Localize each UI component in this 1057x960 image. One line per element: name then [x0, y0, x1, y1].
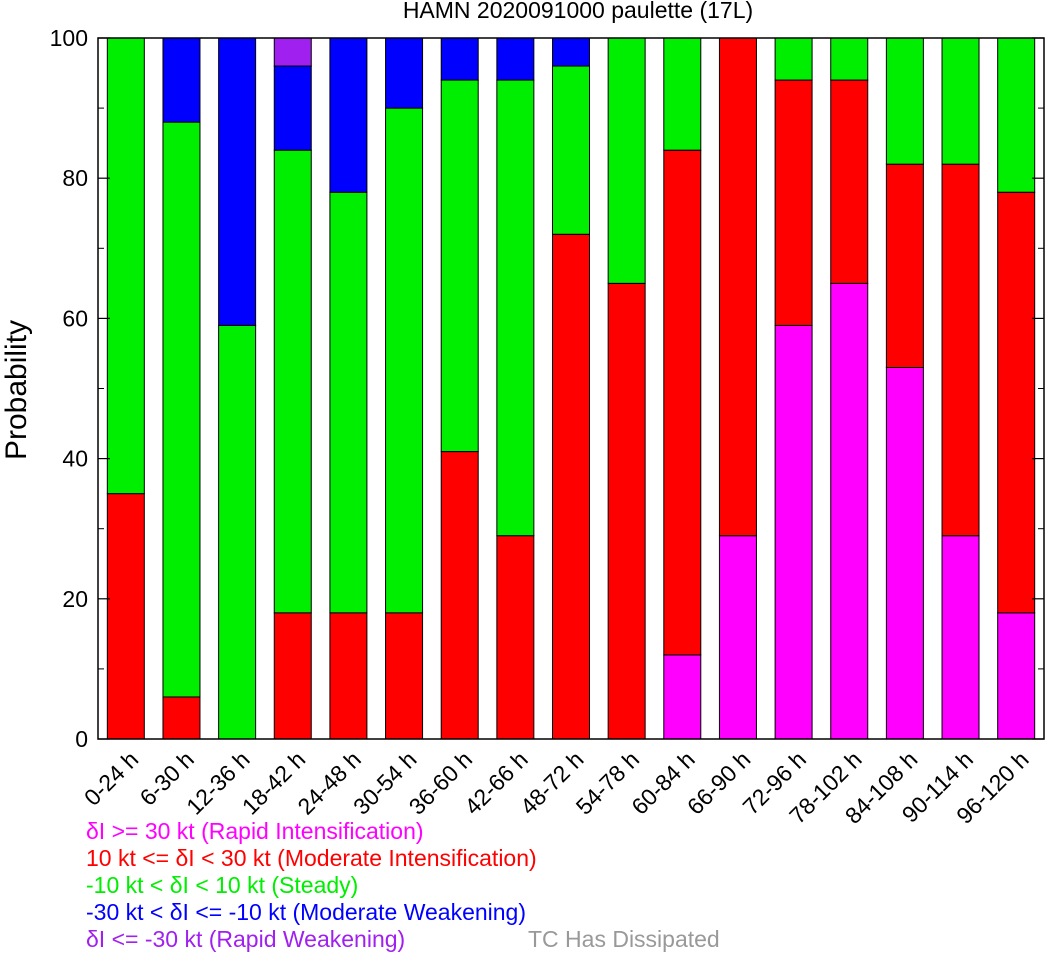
bar-segment-6-30h-series-2	[162, 121, 201, 698]
bar-segment-54-78h-series-2	[607, 37, 646, 284]
x-tick-label: 0-24 h	[79, 746, 144, 811]
bar-segment-78-102h-series-1	[830, 79, 869, 284]
bar-segment-48-72h-series-1	[552, 233, 590, 740]
bar-segment-30-54h-series-3	[385, 37, 424, 109]
bar-segment-54-78h-series-1	[607, 282, 646, 740]
y-tick-label: 0	[75, 726, 88, 752]
bar-segment-84-108h-series-1	[885, 163, 924, 368]
bar-segment-96-120h-series-2	[997, 37, 1036, 193]
bar-segment-30-54h-series-2	[385, 107, 424, 614]
bar-segment-84-108h-series-0	[885, 366, 924, 740]
bar-segment-90-114h-series-1	[941, 163, 980, 537]
bar-segment-18-42h-series-4	[273, 37, 312, 67]
bar-segment-66-90h-series-0	[718, 535, 757, 740]
legend-entry-rapid-intensification: δI >= 30 kt (Rapid Intensification)	[86, 818, 424, 844]
bar-segment-18-42h-series-3	[273, 65, 312, 151]
bar-segment-96-120h-series-1	[997, 191, 1036, 614]
bar-segment-42-66h-series-2	[496, 79, 535, 537]
bar-segment-60-84h-series-0	[663, 654, 702, 740]
bar-segment-36-60h-series-2	[440, 79, 479, 453]
bar-segment-42-66h-series-3	[496, 37, 535, 81]
bar-segment-24-48h-series-1	[329, 612, 368, 740]
bar-segment-0-24h-series-1	[106, 493, 145, 740]
y-tick-label: 20	[62, 586, 88, 612]
bar-segment-0-24h-series-2	[106, 37, 145, 495]
bar-segment-84-108h-series-2	[885, 37, 924, 165]
bar-segment-36-60h-series-1	[440, 451, 479, 740]
bar-segment-24-48h-series-2	[329, 191, 368, 614]
bar-segment-12-36h-series-3	[218, 37, 257, 326]
bar-segment-66-90h-series-1	[718, 37, 757, 537]
bar-segment-24-48h-series-3	[329, 37, 368, 193]
legend-entry-tc-dissipated: TC Has Dissipated	[528, 926, 720, 952]
bar-segment-78-102h-series-2	[830, 37, 869, 81]
bar-segment-72-96h-series-0	[774, 324, 813, 740]
y-tick-label: 60	[62, 305, 88, 331]
bar-segment-90-114h-series-0	[941, 535, 980, 740]
bar-segment-36-60h-series-3	[440, 37, 479, 81]
bar-segment-72-96h-series-2	[774, 37, 813, 81]
bar-segment-78-102h-series-0	[830, 282, 869, 740]
chart-title: HAMN 2020091000 paulette (17L)	[403, 0, 753, 23]
y-tick-label: 40	[62, 446, 88, 472]
bar-segment-60-84h-series-2	[663, 37, 702, 151]
legend-entry-moderate-weakening: -30 kt < δI <= -10 kt (Moderate Weakenin…	[86, 899, 527, 925]
bar-segment-90-114h-series-2	[941, 37, 980, 165]
bar-segment-6-30h-series-3	[162, 37, 201, 123]
bar-segment-12-36h-series-2	[218, 324, 257, 740]
legend-entry-steady: -10 kt < δI < 10 kt (Steady)	[86, 872, 359, 898]
y-tick-label: 80	[62, 165, 88, 191]
legend-entry-rapid-weakening: δI <= -30 kt (Rapid Weakening)	[86, 926, 406, 952]
bar-segment-60-84h-series-1	[663, 149, 702, 656]
bars-layer	[106, 37, 1036, 740]
bar-segment-18-42h-series-2	[273, 149, 312, 614]
bar-segment-96-120h-series-0	[997, 612, 1036, 740]
bar-segment-72-96h-series-1	[774, 79, 813, 326]
bar-segment-48-72h-series-2	[552, 65, 590, 235]
bar-segment-48-72h-series-3	[552, 37, 590, 67]
y-tick-label: 100	[50, 25, 88, 51]
bar-segment-42-66h-series-1	[496, 535, 535, 740]
legend-entry-moderate-intensification: 10 kt <= δI < 30 kt (Moderate Intensific…	[86, 845, 537, 871]
bar-segment-30-54h-series-1	[385, 612, 424, 740]
legend: δI >= 30 kt (Rapid Intensification) 10 k…	[86, 818, 537, 953]
bar-segment-6-30h-series-1	[162, 696, 201, 740]
y-axis-label: Probability	[0, 320, 33, 460]
bar-segment-18-42h-series-1	[273, 612, 312, 740]
